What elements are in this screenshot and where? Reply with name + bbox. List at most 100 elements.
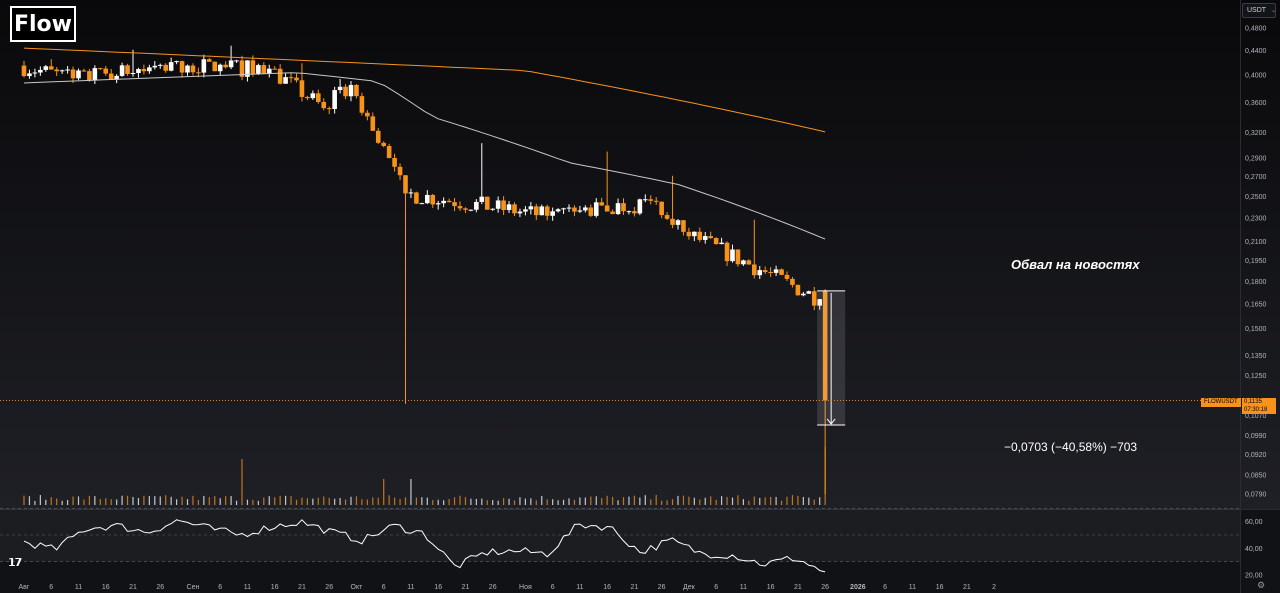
- candle-body: [795, 284, 801, 296]
- volume-bar: [312, 498, 314, 505]
- time-axis-tick: 11: [740, 584, 747, 591]
- volume-bar: [88, 495, 90, 505]
- candle-body: [408, 192, 414, 194]
- candle-body: [392, 157, 397, 167]
- candle-body: [32, 72, 38, 74]
- candle-body: [103, 68, 109, 74]
- volume-bar: [715, 499, 717, 505]
- volume-bar: [693, 497, 695, 505]
- volume-bar: [23, 495, 25, 505]
- candle-body: [762, 270, 768, 273]
- currency-selector[interactable]: USDT ⌄: [1242, 3, 1276, 18]
- volume-bar: [45, 499, 47, 505]
- time-axis-tick: 11: [576, 584, 583, 591]
- time-axis-tick: 26: [489, 584, 497, 591]
- candle-body: [702, 236, 708, 240]
- price-axis-tick: 0,4800: [1245, 26, 1267, 33]
- candle-body: [501, 200, 506, 211]
- candle-body: [784, 274, 790, 279]
- volume-bar: [775, 496, 777, 505]
- volume-bar: [350, 496, 352, 505]
- volume-bar: [432, 500, 434, 505]
- candle-body: [108, 73, 114, 80]
- candle-body: [648, 199, 654, 201]
- volume-bar: [219, 498, 221, 505]
- candle-body: [539, 206, 545, 216]
- candle-body: [283, 77, 288, 84]
- volume-bar: [225, 496, 227, 505]
- volume-bar: [639, 497, 641, 505]
- time-axis-tick: 26: [325, 584, 333, 591]
- volume-bar: [72, 496, 74, 505]
- volume-bar: [590, 496, 592, 505]
- volume-bar: [459, 495, 461, 505]
- volume-bar: [524, 498, 526, 505]
- price-axis-tick: 0,1650: [1245, 301, 1267, 308]
- rsi-line: [23, 519, 826, 573]
- volume-bar: [377, 497, 379, 505]
- candle-body: [316, 93, 321, 102]
- candle-body: [354, 84, 359, 97]
- currency-label: USDT: [1247, 7, 1267, 14]
- candle-body: [87, 71, 92, 81]
- price-axis-tick: 0,4000: [1245, 73, 1267, 80]
- time-axis-tick: 16: [271, 584, 279, 591]
- volume-bar: [808, 497, 810, 505]
- candle-body: [735, 249, 741, 265]
- candle-body: [168, 62, 174, 71]
- volume-bar: [361, 499, 363, 505]
- time-axis-tick: 16: [434, 584, 442, 591]
- price-axis-tick: 0,2500: [1245, 194, 1267, 201]
- candle-body: [604, 205, 610, 212]
- volume-bar: [116, 499, 118, 505]
- price-axis-tick: 0,0850: [1245, 473, 1267, 480]
- candle-body: [223, 64, 228, 68]
- candle-body: [92, 68, 98, 81]
- candle-body: [54, 69, 59, 72]
- crash-annotation: Обвал на новостях: [1011, 257, 1140, 272]
- volume-bar: [573, 499, 576, 505]
- volume-bar: [508, 498, 510, 505]
- price-axis-tick: 0,4400: [1245, 48, 1267, 55]
- candle-body: [277, 68, 283, 84]
- volume-bar: [595, 496, 597, 505]
- time-axis-tick: 6: [551, 584, 555, 591]
- time-axis-tick: 21: [963, 584, 971, 591]
- volume-bar: [241, 459, 243, 505]
- candle-body: [239, 60, 245, 77]
- gear-icon[interactable]: ⚙: [1257, 580, 1266, 590]
- candle-body: [59, 70, 65, 72]
- candle-body: [375, 130, 381, 143]
- volume-bar: [290, 496, 292, 505]
- volume-bar: [132, 496, 134, 505]
- moving-average-line: [23, 72, 826, 240]
- volume-bar: [748, 500, 750, 505]
- volume-bar: [274, 497, 276, 505]
- volume-bar: [677, 495, 679, 505]
- candle-body: [119, 65, 125, 76]
- candle-body: [806, 291, 812, 294]
- candle-body: [479, 196, 485, 202]
- volume-bar: [513, 500, 516, 505]
- volume-bar: [372, 497, 374, 505]
- volume-bar: [34, 500, 36, 505]
- rsi-axis-tick: 20,00: [1245, 573, 1263, 580]
- volume-bar: [644, 495, 646, 505]
- candle-body: [572, 207, 577, 212]
- candle-body: [163, 64, 168, 71]
- volume-bar: [214, 496, 216, 505]
- candle-body: [474, 201, 479, 210]
- volume-bar: [562, 499, 565, 505]
- candle-body: [463, 208, 468, 210]
- tradingview-logo-icon[interactable]: 𝟭𝟳: [8, 557, 22, 569]
- volume-bar: [170, 496, 172, 505]
- volume-bar: [268, 496, 270, 505]
- candle-body: [272, 68, 277, 70]
- volume-bar: [159, 496, 161, 505]
- price-axis-tick: 0,1950: [1245, 258, 1267, 265]
- volume-bar: [606, 495, 608, 505]
- volume-bar: [541, 495, 543, 505]
- volume-bar: [682, 495, 685, 505]
- volume-bar: [666, 500, 668, 505]
